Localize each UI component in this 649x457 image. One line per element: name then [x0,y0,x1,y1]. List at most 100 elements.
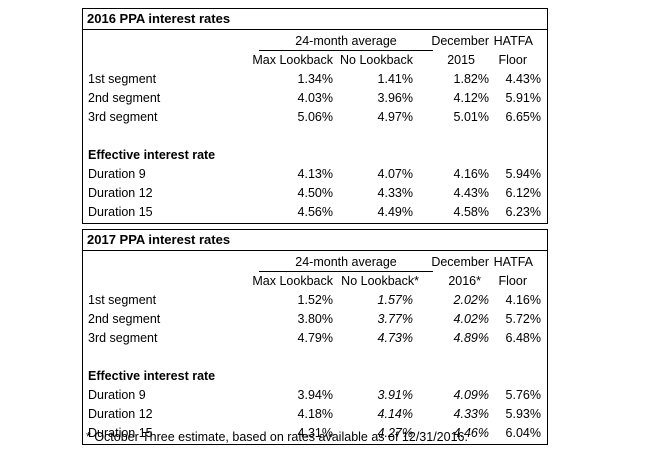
max-lookback-value: 4.56% [297,205,333,219]
table-title: 2017 PPA interest rates [83,230,547,251]
row-label: Duration 15 [88,205,153,219]
table-row: 3rd segment 4.79% 4.73% 4.89% 6.48% [83,329,547,348]
table-row: 1st segment 1.52% 1.57% 2.02% 4.16% [83,291,547,310]
no-lookback-value: 1.57% [377,293,413,307]
no-lookback-value: 4.97% [377,110,413,124]
row-label: 2nd segment [88,312,161,326]
no-lookback-value: 4.73% [377,331,413,345]
row-label: Duration 9 [88,167,146,181]
hatfa-header: HATFA [493,34,533,48]
december-year-header: 2015 [447,53,475,67]
max-lookback-value: 1.52% [297,293,333,307]
row-label: Duration 12 [88,186,153,200]
header-row-1: 24-month average December HATFA [83,32,547,51]
december-year-header: 2016* [448,274,481,288]
table-row: Duration 12 4.18% 4.14% 4.33% 5.93% [83,405,547,424]
december-value: 2.02% [453,293,489,307]
no-lookback-value: 4.33% [377,186,413,200]
no-lookback-value: 4.07% [377,167,413,181]
section-heading-row: Effective interest rate [83,146,547,165]
max-lookback-value: 4.31% [297,426,333,440]
no-lookback-value: 3.91% [377,388,413,402]
december-value: 4.43% [453,186,489,200]
hatfa-value: 6.04% [505,426,541,440]
hatfa-value: 6.12% [505,186,541,200]
row-label: 3rd segment [88,331,158,345]
table-2017: 2017 PPA interest rates 24-month average… [82,229,548,445]
no-lookback-header: No Lookback* [341,274,419,288]
no-lookback-value: 4.14% [377,407,413,421]
table-row: 3rd segment 5.06% 4.97% 5.01% 6.65% [83,108,547,127]
row-label: 1st segment [88,293,157,307]
december-value: 4.58% [453,205,489,219]
hatfa-value: 5.76% [505,388,541,402]
hatfa-header: HATFA [493,255,533,269]
max-lookback-value: 5.06% [297,110,333,124]
december-value: 4.46% [453,426,489,440]
max-lookback-value: 3.80% [297,312,333,326]
table-row: 1st segment 1.34% 1.41% 1.82% 4.43% [83,70,547,89]
max-lookback-value: 3.94% [297,388,333,402]
effective-rate-heading: Effective interest rate [88,369,216,383]
hatfa-value: 4.16% [505,293,541,307]
table-row: Duration 9 3.94% 3.91% 4.09% 5.76% [83,386,547,405]
hatfa-value: 6.48% [505,331,541,345]
december-value: 5.01% [453,110,489,124]
header-row-1: 24-month average December HATFA [83,253,547,272]
december-value: 1.82% [453,72,489,86]
avg-group-header: 24-month average [259,32,433,51]
hatfa-value: 6.65% [505,110,541,124]
hatfa-value: 6.23% [505,205,541,219]
max-lookback-value: 1.34% [297,72,333,86]
max-lookback-value: 4.03% [297,91,333,105]
header-row-2: Max Lookback No Lookback 2015 Floor [83,51,547,70]
avg-group-header: 24-month average [259,253,433,272]
december-value: 4.16% [453,167,489,181]
table-row: Duration 12 4.50% 4.33% 4.43% 6.12% [83,184,547,203]
max-lookback-value: 4.13% [297,167,333,181]
table-2016: 2016 PPA interest rates 24-month average… [82,8,548,224]
footnote: * October Three estimate, based on rates… [86,430,468,444]
floor-header: Floor [498,53,527,67]
row-label: Duration 9 [88,388,146,402]
table-row: Duration 15 4.56% 4.49% 4.58% 6.23% [83,203,547,223]
header-row-2: Max Lookback No Lookback* 2016* Floor [83,272,547,291]
hatfa-value: 5.72% [505,312,541,326]
no-lookback-value: 4.49% [377,205,413,219]
section-heading-row: Effective interest rate [83,367,547,386]
hatfa-value: 4.43% [505,72,541,86]
december-value: 4.02% [453,312,489,326]
hatfa-value: 5.94% [505,167,541,181]
max-lookback-value: 4.18% [297,407,333,421]
hatfa-value: 5.91% [505,91,541,105]
no-lookback-value: 1.41% [377,72,413,86]
december-value: 4.33% [453,407,489,421]
max-lookback-header: Max Lookback [252,53,333,67]
table-title: 2016 PPA interest rates [83,9,547,30]
no-lookback-value: 3.96% [377,91,413,105]
no-lookback-header: No Lookback [340,53,413,67]
table-row: 2nd segment 3.80% 3.77% 4.02% 5.72% [83,310,547,329]
row-label: 2nd segment [88,91,161,105]
effective-rate-heading: Effective interest rate [88,148,216,162]
row-label: Duration 15 [88,426,153,440]
table-row: Duration 15 4.31% 4.27% 4.46% 6.04% [83,424,547,444]
spacer-row [83,348,547,367]
row-label: Duration 12 [88,407,153,421]
table-row: Duration 9 4.13% 4.07% 4.16% 5.94% [83,165,547,184]
december-value: 4.09% [453,388,489,402]
table-row: 2nd segment 4.03% 3.96% 4.12% 5.91% [83,89,547,108]
december-value: 4.89% [453,331,489,345]
december-header: December [431,34,489,48]
december-value: 4.12% [453,91,489,105]
row-label: 1st segment [88,72,157,86]
no-lookback-value: 3.77% [377,312,413,326]
row-label: 3rd segment [88,110,158,124]
hatfa-value: 5.93% [505,407,541,421]
max-lookback-value: 4.50% [297,186,333,200]
max-lookback-value: 4.79% [297,331,333,345]
december-header: December [431,255,489,269]
no-lookback-value: 4.27% [377,426,413,440]
floor-header: Floor [498,274,527,288]
spacer-row [83,127,547,146]
